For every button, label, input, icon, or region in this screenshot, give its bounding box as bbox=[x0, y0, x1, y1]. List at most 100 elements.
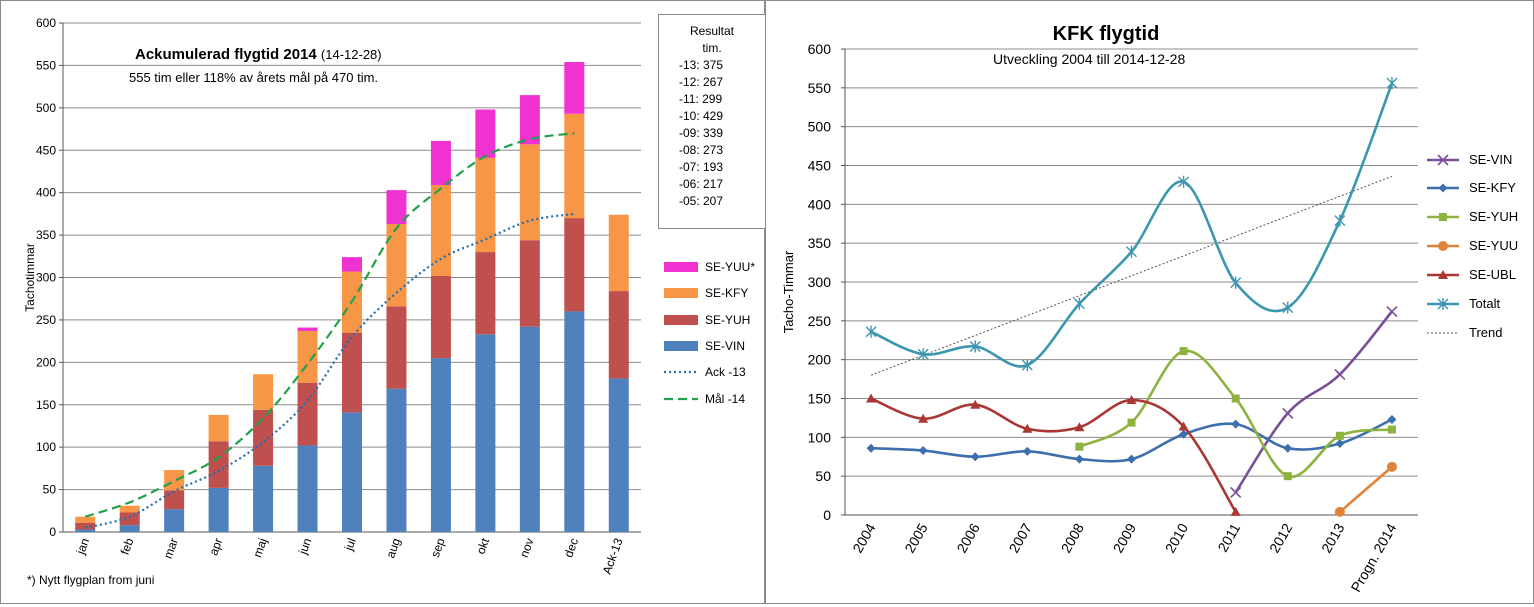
point-se-vin-2011 bbox=[1230, 486, 1242, 499]
results-line: -11: 299 bbox=[679, 92, 723, 106]
bar-se-kfy-sep bbox=[430, 185, 451, 276]
y-tick-label: 100 bbox=[36, 440, 56, 454]
y-tick-label: 400 bbox=[36, 186, 56, 200]
legend-label-se-kfy: SE-KFY bbox=[1469, 180, 1516, 195]
left-chart-svg: 0 50 100 150 200 250 300 350 400 450 500 550 600 jan f… bbox=[23, 16, 755, 576]
bar-se-kfy-okt bbox=[475, 157, 496, 253]
y-tick-label: 550 bbox=[36, 58, 56, 72]
results-header-line1: Resultat bbox=[689, 24, 735, 38]
results-line: -08: 273 bbox=[679, 143, 724, 157]
bar-se-yuu-nov bbox=[519, 95, 540, 145]
y-tick-label: 350 bbox=[36, 228, 56, 242]
point-se-vin-2013 bbox=[1334, 368, 1346, 380]
x-tick-label: mar bbox=[161, 536, 181, 560]
left-chart-title-suffix: (14-12-28) bbox=[320, 47, 382, 62]
x-tick-label: jun bbox=[295, 536, 314, 557]
point-se-yuh-2013 bbox=[1335, 431, 1344, 440]
legend-label-se-yuh: SE-YUH bbox=[1469, 209, 1518, 224]
legend-label-se-kfy: SE-KFY bbox=[705, 286, 748, 300]
bar-se-yuh-okt bbox=[475, 252, 496, 335]
legend-label-se-yuu: SE-YUU* bbox=[705, 260, 755, 274]
point-totalt-2004 bbox=[865, 325, 877, 338]
point-totalt-2010 bbox=[1178, 175, 1190, 188]
legend-label-m-l-14: Mål -14 bbox=[705, 392, 745, 406]
y-tick-label: 200 bbox=[808, 352, 832, 368]
legend-marker-se-yuh bbox=[1439, 213, 1447, 221]
right-chart-svg: 0 50 100 150 200 250 300 350 400 450 500 550 600 2004… bbox=[781, 41, 1518, 595]
x-tick-label: nov bbox=[517, 536, 537, 559]
y-tick-label: 50 bbox=[815, 468, 831, 484]
bar-se-kfy-nov bbox=[519, 144, 540, 241]
point-se-ubl-2007 bbox=[1022, 423, 1033, 433]
point-se-yuh-2009 bbox=[1127, 418, 1136, 427]
bar-se-vin-maj bbox=[253, 465, 274, 532]
bar-se-yuh-ack-13 bbox=[608, 291, 629, 379]
y-axis-label: Tachotimmar bbox=[23, 243, 37, 312]
point-se-ubl-2010 bbox=[1178, 421, 1189, 431]
bar-se-vin-dec bbox=[564, 311, 585, 532]
point-se-yuh-progn-2014 bbox=[1387, 425, 1396, 434]
bar-se-yuu-okt bbox=[475, 109, 496, 158]
bar-se-kfy-dec bbox=[564, 113, 585, 219]
right-chart-panel: 0 50 100 150 200 250 300 350 400 450 500 550 600 2004… bbox=[765, 0, 1534, 604]
bar-se-kfy-mar bbox=[164, 470, 185, 491]
point-se-kfy-2004 bbox=[866, 443, 876, 453]
right-chart-title: KFK flygtid bbox=[1052, 23, 1160, 45]
y-tick-label: 550 bbox=[808, 80, 832, 96]
bar-se-yuu-aug bbox=[386, 190, 407, 225]
bar-se-yuh-mar bbox=[164, 490, 185, 510]
results-line: -10: 429 bbox=[679, 109, 724, 123]
point-se-yuh-2012 bbox=[1283, 472, 1292, 481]
results-line: -05: 207 bbox=[679, 194, 724, 208]
legend-label-trend: Trend bbox=[1469, 325, 1502, 340]
right-chart-subtitle: Utveckling 2004 till 2014-12-28 bbox=[993, 51, 1186, 67]
legend-label-se-ubl: SE-UBL bbox=[1469, 267, 1516, 282]
bar-se-vin-sep bbox=[430, 358, 451, 532]
line-se-yuu bbox=[1339, 465, 1393, 513]
x-tick-label: 2004 bbox=[849, 520, 879, 555]
x-tick-label: jul bbox=[341, 536, 359, 553]
legend-swatch-se-vin bbox=[664, 341, 698, 351]
line-se-vin bbox=[1234, 310, 1393, 494]
y-tick-label: 0 bbox=[823, 507, 831, 523]
point-se-kfy-2013 bbox=[1335, 439, 1345, 449]
results-header: Resultat tim. bbox=[659, 23, 765, 57]
bar-se-vin-jan bbox=[75, 529, 96, 532]
bar-se-yuh-dec bbox=[564, 218, 585, 312]
bar-se-vin-jul bbox=[342, 412, 362, 532]
point-totalt-2006 bbox=[969, 340, 981, 353]
y-tick-label: 600 bbox=[808, 41, 832, 57]
trend-line bbox=[870, 175, 1393, 376]
point-se-kfy-2012 bbox=[1283, 443, 1293, 453]
point-se-yuh-2008 bbox=[1075, 442, 1084, 451]
legend-label-se-vin: SE-VIN bbox=[1469, 152, 1512, 167]
point-se-kfy-2006 bbox=[970, 452, 980, 462]
results-header-line2: tim. bbox=[702, 41, 722, 55]
x-tick-label: 2013 bbox=[1318, 520, 1348, 555]
bar-se-vin-aug bbox=[386, 388, 407, 532]
bar-se-kfy-jan bbox=[75, 516, 96, 523]
bar-se-yuh-jun bbox=[297, 382, 318, 446]
y-tick-label: 450 bbox=[36, 143, 56, 157]
bar-se-yuh-jan bbox=[75, 522, 96, 530]
left-chart-footnote: *) Nytt flygplan from juni bbox=[27, 573, 155, 587]
x-tick-label: 2010 bbox=[1162, 520, 1192, 555]
bar-se-yuu-dec bbox=[564, 62, 585, 114]
y-tick-label: 300 bbox=[36, 271, 56, 285]
bar-se-yuh-maj bbox=[253, 409, 274, 466]
bar-se-kfy-jun bbox=[297, 330, 318, 383]
x-tick-label: 2008 bbox=[1058, 520, 1088, 555]
legend-swatch-se-yuh bbox=[664, 315, 698, 325]
x-tick-label: maj bbox=[250, 536, 270, 559]
point-totalt-2008 bbox=[1073, 297, 1085, 310]
point-se-kfy-2010 bbox=[1179, 429, 1189, 439]
bar-se-vin-nov bbox=[519, 326, 540, 532]
results-line: -13: 375 bbox=[679, 58, 724, 72]
point-se-kfy-2007 bbox=[1022, 446, 1032, 456]
legend-label-se-yuu: SE-YUU bbox=[1469, 238, 1518, 253]
x-tick-label: 2009 bbox=[1110, 520, 1140, 555]
bar-se-yuh-nov bbox=[519, 240, 540, 327]
point-totalt-2013 bbox=[1334, 214, 1346, 227]
point-se-yuh-2010 bbox=[1179, 347, 1188, 356]
legend-marker-se-vin bbox=[1437, 154, 1449, 166]
